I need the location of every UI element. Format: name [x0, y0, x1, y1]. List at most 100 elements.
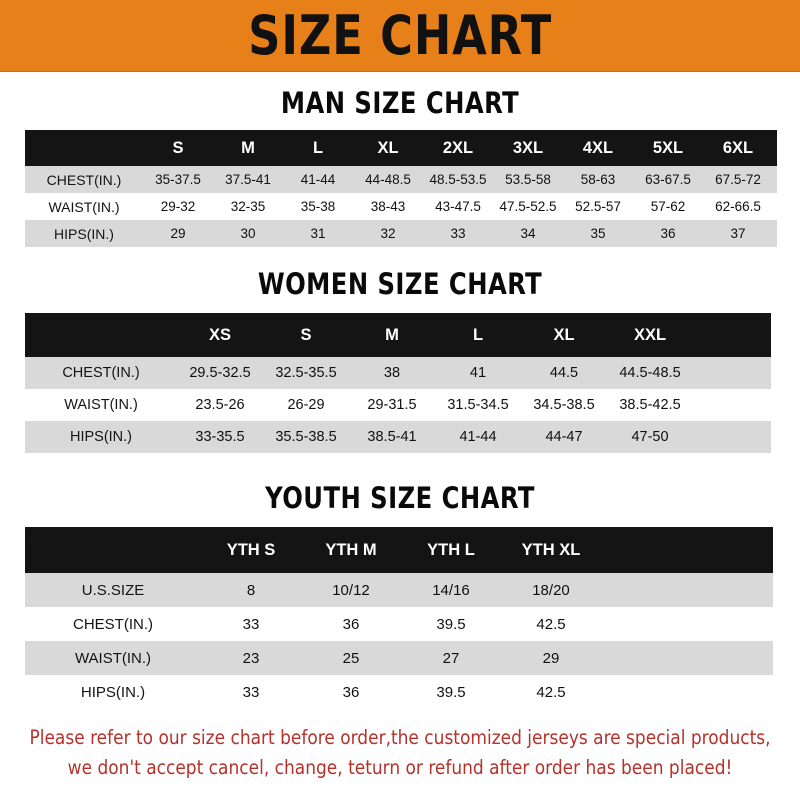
men-cell: 67.5-72 — [715, 172, 761, 187]
men-table-row: WAIST(IN.) 29-32 32-35 35-38 38-43 43-47.5 47.… — [25, 193, 777, 220]
order-policy-line-2: we don't accept cancel, change, teturn o… — [67, 756, 733, 779]
youth-cell: 33 — [242, 683, 260, 701]
women-cell: 44-47 — [545, 429, 583, 445]
women-cell-spacer — [693, 389, 771, 421]
women-cell: 41 — [469, 365, 487, 381]
youth-table-row: HIPS(IN.) 33 36 39.5 42.5 — [25, 675, 773, 709]
men-column-header: 2XL — [442, 138, 474, 157]
men-cell: 44-48.5 — [365, 172, 411, 187]
youth-cell: 42.5 — [536, 615, 566, 633]
women-cell: 33-35.5 — [195, 429, 245, 445]
men-table-row: CHEST(IN.) 35-37.5 37.5-41 41-44 44-48.5 48.5… — [25, 166, 777, 193]
women-table-body: CHEST(IN.) 29.5-32.5 32.5-35.5 38 41 44.5 44.5… — [25, 357, 771, 453]
men-column-header: XL — [377, 138, 399, 157]
women-row-label: WAIST(IN.) — [64, 397, 138, 413]
women-table-head: WOMEN'S XS S M L XL XXL — [25, 313, 771, 357]
youth-cell: 36 — [342, 683, 360, 701]
men-cell-spacer — [773, 166, 777, 193]
men-cell: 62-66.5 — [715, 199, 761, 214]
men-cell: 57-62 — [650, 199, 686, 214]
men-cell-spacer — [773, 220, 777, 247]
youth-cell: 25 — [342, 649, 360, 667]
youth-cell: 39.5 — [436, 615, 466, 633]
men-cell: 48.5-53.5 — [429, 172, 487, 187]
men-cell: 58-63 — [580, 172, 616, 187]
youth-cell-spacer — [601, 675, 773, 709]
youth-cell-spacer — [601, 607, 773, 641]
men-cell-spacer — [773, 193, 777, 220]
page-banner: SIZE CHART — [0, 0, 800, 72]
men-cell: 35 — [590, 226, 606, 241]
men-cell: 30 — [240, 226, 256, 241]
youth-row-label: CHEST(IN.) — [73, 615, 153, 633]
men-cell: 37 — [730, 226, 746, 241]
men-column-header: 4XL — [582, 138, 614, 157]
women-header-row: WOMEN'S XS S M L XL XXL — [25, 313, 771, 357]
women-cell: 29.5-32.5 — [189, 365, 251, 381]
men-cell: 63-67.5 — [645, 172, 691, 187]
men-cell: 32-35 — [230, 199, 266, 214]
section-title-women: WOMEN SIZE CHART — [257, 267, 543, 301]
men-cell: 36 — [660, 226, 676, 241]
women-cell: 32.5-35.5 — [275, 365, 337, 381]
youth-size-table: YOUTH YTH S YTH M YTH L YTH XL U.S.SIZE 8 10/… — [25, 527, 773, 709]
women-row-label: CHEST(IN.) — [62, 365, 140, 381]
banner-title: SIZE CHART — [247, 3, 552, 67]
youth-cell: 14/16 — [432, 581, 470, 599]
youth-table-row: WAIST(IN.) 23 25 27 29 — [25, 641, 773, 675]
men-row-label: WAIST(IN.) — [48, 198, 120, 215]
youth-cell: 39.5 — [436, 683, 466, 701]
women-cell: 38.5-41 — [367, 429, 417, 445]
women-cell: 23.5-26 — [195, 397, 245, 413]
youth-column-header: YTH L — [427, 540, 475, 559]
women-cell: 26-29 — [287, 397, 325, 413]
men-header-row: MEN'S S M L XL 2XL 3XL 4XL 5XL 6XL — [25, 130, 777, 166]
men-cell: 38-43 — [370, 199, 406, 214]
men-row-label: HIPS(IN.) — [54, 225, 114, 242]
men-cell: 53.5-58 — [505, 172, 551, 187]
youth-header-spacer — [601, 527, 773, 573]
men-column-header: M — [241, 138, 255, 157]
women-cell: 35.5-38.5 — [275, 429, 337, 445]
youth-cell: 8 — [246, 581, 256, 599]
men-cell: 32 — [380, 226, 396, 241]
men-table-row: HIPS(IN.) 29 30 31 32 33 34 35 36 37 — [25, 220, 777, 247]
women-cell-spacer — [693, 357, 771, 389]
youth-column-header: YTH M — [325, 540, 377, 559]
section-title-youth: YOUTH SIZE CHART — [265, 481, 535, 515]
women-column-header: M — [385, 325, 399, 344]
youth-cell-spacer — [601, 641, 773, 675]
men-table-body: CHEST(IN.) 35-37.5 37.5-41 41-44 44-48.5 48.5… — [25, 166, 777, 247]
men-column-header: 6XL — [722, 138, 754, 157]
women-column-header: XS — [208, 325, 231, 344]
women-cell: 31.5-34.5 — [447, 397, 509, 413]
youth-header-label: YOUTH — [25, 539, 102, 561]
men-cell: 52.5-57 — [575, 199, 621, 214]
men-cell: 33 — [450, 226, 466, 241]
men-cell: 35-38 — [300, 199, 336, 214]
men-cell: 31 — [310, 226, 326, 241]
women-cell: 44.5 — [549, 365, 579, 381]
youth-table-row: U.S.SIZE 8 10/12 14/16 18/20 — [25, 573, 773, 607]
men-cell: 41-44 — [300, 172, 336, 187]
women-column-header: XL — [553, 325, 575, 344]
women-cell: 47-50 — [631, 429, 669, 445]
men-column-header: 3XL — [512, 138, 544, 157]
order-policy-note: Please refer to our size chart before or… — [12, 723, 788, 783]
women-size-table: WOMEN'S XS S M L XL XXL CHEST(IN.) 29.5-32.5 32… — [25, 313, 771, 453]
youth-cell: 23 — [242, 649, 260, 667]
youth-cell: 10/12 — [332, 581, 370, 599]
women-cell: 41-44 — [459, 429, 497, 445]
youth-row-label: U.S.SIZE — [81, 581, 145, 599]
women-cell-spacer — [693, 421, 771, 453]
youth-row-label: WAIST(IN.) — [74, 649, 152, 667]
men-cell: 43-47.5 — [435, 199, 481, 214]
men-cell: 47.5-52.5 — [499, 199, 557, 214]
men-cell: 34 — [520, 226, 536, 241]
youth-row-label: HIPS(IN.) — [80, 683, 146, 701]
youth-table-row: CHEST(IN.) 33 36 39.5 42.5 — [25, 607, 773, 641]
youth-cell: 18/20 — [532, 581, 570, 599]
section-title-men: MAN SIZE CHART — [280, 86, 520, 120]
women-cell: 29-31.5 — [367, 397, 417, 413]
